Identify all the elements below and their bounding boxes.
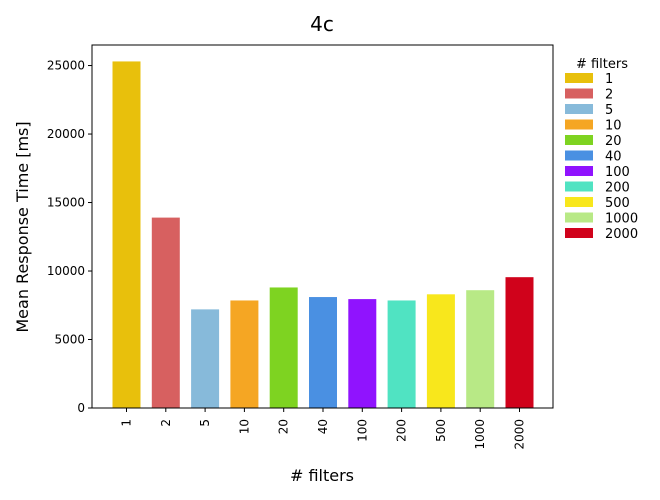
legend-label-40: 40 [605,150,622,165]
chart-title: 4c [310,12,334,36]
legend-swatch-1 [565,73,593,83]
legend-title: # filters [576,57,628,72]
legend-label-2: 2 [605,88,613,103]
bar-10 [230,300,259,408]
x-tick-label-200: 200 [395,419,409,442]
bar-1 [112,61,141,408]
x-axis-label: # filters [290,466,354,485]
x-tick-label-40: 40 [316,419,330,434]
x-tick-label-100: 100 [355,419,369,442]
legend-label-500: 500 [605,196,630,211]
y-axis-ticks: 0 5000 10000 15000 20000 25000 [47,59,92,415]
x-tick-label-2000: 2000 [513,419,527,450]
legend-swatch-2 [565,88,593,99]
x-tick-label-10: 10 [237,419,251,434]
y-tick-label-25000: 25000 [47,59,85,73]
legend-swatch-10 [565,119,593,130]
legend-swatch-1000 [565,212,593,223]
x-axis-ticks: 1 2 5 10 20 40 100 200 500 1000 2000 [120,408,527,450]
bar-500 [426,294,455,408]
legend-swatch-20 [565,135,593,145]
legend-label-5: 5 [605,103,613,118]
legend-swatch-40 [565,150,593,161]
x-tick-label-2: 2 [159,419,173,427]
bars-group [112,61,534,408]
legend-swatch-100 [565,166,593,176]
y-tick-label-0: 0 [77,401,85,415]
y-axis-label: Mean Response Time [ms] [13,121,32,332]
legend-label-1000: 1000 [605,212,638,227]
legend-swatch-500 [565,197,593,207]
y-tick-label-10000: 10000 [47,264,85,278]
legend-swatch-5 [565,104,593,114]
bar-1000 [466,290,495,408]
bar-40 [309,297,337,408]
legend-swatch-200 [565,181,593,192]
x-tick-label-5: 5 [198,419,212,427]
legend-label-200: 200 [605,181,630,196]
bar-200 [387,300,416,408]
legend-label-10: 10 [605,119,622,134]
y-tick-label-5000: 5000 [54,333,85,347]
bar-2000 [505,277,534,408]
bar-5 [191,309,220,408]
x-tick-label-1000: 1000 [473,419,487,450]
y-tick-label-20000: 20000 [47,127,85,141]
legend-label-20: 20 [605,134,622,149]
x-tick-label-500: 500 [434,419,448,442]
legend-swatch-2000 [565,228,593,238]
bar-100 [348,299,377,408]
bar-20 [269,287,298,408]
y-tick-label-15000: 15000 [47,196,85,210]
legend-label-2000: 2000 [605,227,638,242]
legend-label-100: 100 [605,165,630,180]
legend-label-1: 1 [605,72,613,87]
x-tick-label-20: 20 [277,419,291,434]
x-tick-label-1: 1 [120,419,134,427]
bar-2 [151,217,180,408]
plot-frame [91,44,554,409]
